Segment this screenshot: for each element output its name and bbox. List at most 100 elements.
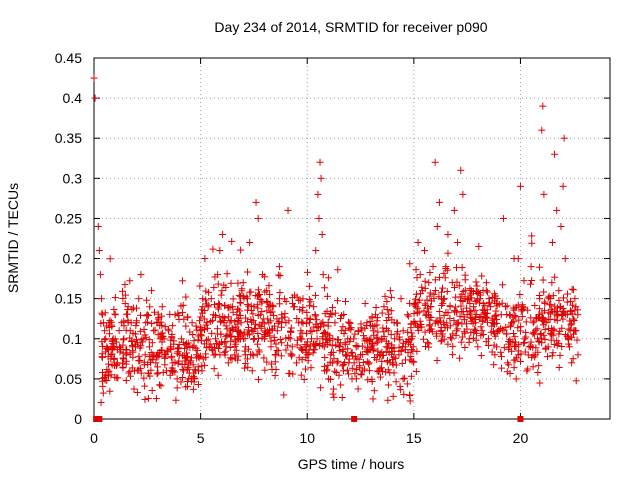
- noise-point: [261, 288, 269, 296]
- data-point: [540, 190, 548, 198]
- data-point: [478, 327, 486, 335]
- data-point: [244, 295, 252, 303]
- noise-point: [574, 311, 582, 319]
- noise-point: [326, 337, 334, 345]
- noise-point: [265, 282, 273, 290]
- noise-point: [173, 384, 181, 392]
- noise-point: [341, 297, 349, 305]
- noise-point: [356, 362, 364, 370]
- noise-point: [170, 340, 178, 348]
- noise-point: [536, 379, 544, 387]
- noise-point: [479, 306, 487, 314]
- noise-point: [437, 317, 445, 325]
- noise-point: [341, 326, 349, 334]
- noise-point: [413, 274, 421, 282]
- noise-point: [490, 341, 498, 349]
- data-point: [135, 295, 143, 303]
- noise-point: [569, 301, 577, 309]
- noise-point: [153, 351, 161, 359]
- noise-point: [126, 372, 134, 380]
- noise-point: [542, 344, 550, 352]
- noise-point: [271, 351, 279, 359]
- noise-point: [433, 332, 441, 340]
- data-point: [148, 287, 156, 295]
- data-point: [284, 206, 292, 214]
- noise-point: [499, 281, 507, 289]
- noise-point: [271, 372, 279, 380]
- noise-point: [187, 354, 195, 362]
- noise-point: [200, 340, 208, 348]
- noise-point: [167, 366, 175, 374]
- noise-point: [453, 278, 461, 286]
- noise-point: [358, 342, 366, 350]
- data-point: [158, 303, 166, 311]
- data-point: [305, 319, 313, 327]
- noise-point: [412, 266, 420, 274]
- noise-point: [97, 319, 105, 327]
- noise-point: [234, 305, 242, 313]
- noise-point: [425, 322, 433, 330]
- noise-point: [437, 324, 445, 332]
- noise-point: [569, 355, 577, 363]
- noise-point: [99, 389, 107, 397]
- noise-point: [546, 329, 554, 337]
- data-point: [312, 247, 320, 255]
- noise-point: [265, 303, 273, 311]
- noise-point: [139, 338, 147, 346]
- noise-point: [124, 318, 132, 326]
- noise-point: [255, 346, 263, 354]
- noise-point: [374, 328, 382, 336]
- noise-point: [416, 290, 424, 298]
- data-point: [474, 343, 482, 351]
- noise-point: [479, 316, 487, 324]
- noise-point: [440, 269, 448, 277]
- noise-point: [144, 311, 152, 319]
- noise-point: [370, 387, 378, 395]
- data-point: [325, 375, 333, 383]
- noise-point: [449, 342, 457, 350]
- noise-point: [226, 318, 234, 326]
- noise-point: [309, 349, 317, 357]
- noise-point: [97, 399, 105, 407]
- noise-point: [120, 322, 128, 330]
- noise-point: [221, 339, 229, 347]
- noise-point: [270, 333, 278, 341]
- noise-point: [106, 255, 114, 263]
- noise-point: [249, 310, 257, 318]
- noise-point: [421, 328, 429, 336]
- noise-point: [347, 326, 355, 334]
- y-tick-label: 0.2: [63, 251, 83, 267]
- noise-point: [278, 339, 286, 347]
- noise-point: [405, 312, 413, 320]
- noise-point: [352, 375, 360, 383]
- noise-point: [141, 395, 149, 403]
- noise-point: [302, 365, 310, 373]
- noise-point: [182, 322, 190, 330]
- noise-point: [133, 339, 141, 347]
- noise-point: [430, 290, 438, 298]
- data-point: [523, 367, 531, 375]
- data-point: [435, 198, 443, 206]
- noise-point: [290, 303, 298, 311]
- noise-point: [203, 344, 211, 352]
- noise-point: [443, 319, 451, 327]
- noise-point: [368, 375, 376, 383]
- noise-point: [288, 351, 296, 359]
- noise-point: [249, 335, 257, 343]
- data-point: [557, 222, 565, 230]
- noise-point: [368, 341, 376, 349]
- noise-point: [229, 295, 237, 303]
- noise-point: [539, 315, 547, 323]
- data-point: [560, 134, 568, 142]
- noise-point: [567, 297, 575, 305]
- noise-point: [303, 314, 311, 322]
- noise-point: [190, 373, 198, 381]
- noise-point: [449, 351, 457, 359]
- noise-point: [202, 350, 210, 358]
- noise-point: [477, 352, 485, 360]
- noise-point: [410, 358, 418, 366]
- data-gap-marker: [351, 416, 358, 422]
- noise-point: [219, 230, 227, 238]
- noise-point: [437, 337, 445, 345]
- noise-point: [276, 272, 284, 280]
